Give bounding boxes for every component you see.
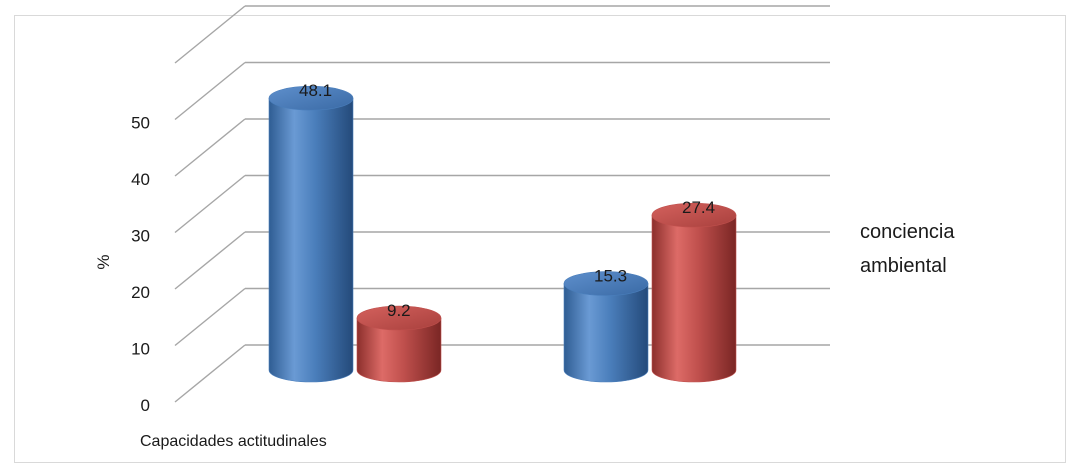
y-axis-ticks: 0 10 20 30 40 50 <box>131 114 150 416</box>
bar-1-1 <box>651 202 737 383</box>
bar-1-0 <box>356 305 442 383</box>
y-tick-label: 20 <box>131 283 150 302</box>
bar-0-1 <box>563 271 649 383</box>
data-label-0-0: 48.1 <box>299 81 332 100</box>
data-labels: 48.1 9.2 15.3 27.4 <box>299 81 715 320</box>
y-tick-label: 40 <box>131 170 150 189</box>
y-tick-label: 30 <box>131 227 150 246</box>
gridline-side <box>174 174 246 234</box>
y-axis-label: % <box>94 254 113 269</box>
category-label-0: Capacidades actitudinales <box>140 433 327 450</box>
gridline-side <box>174 5 246 64</box>
y-tick-label: 0 <box>141 396 150 415</box>
y-tick-label: 50 <box>131 114 150 133</box>
data-label-1-0: 9.2 <box>387 301 411 320</box>
gridline-side <box>174 61 246 121</box>
gridline-side <box>174 287 246 347</box>
legend-line-1: conciencia <box>860 221 955 243</box>
legend-line-2: ambiental <box>860 255 947 277</box>
bars <box>268 85 737 383</box>
gridline-side <box>174 344 246 403</box>
chart-frame <box>14 15 1066 463</box>
bar-0-0 <box>268 85 354 383</box>
data-label-0-1: 15.3 <box>594 267 627 286</box>
data-label-1-1: 27.4 <box>682 198 715 217</box>
gridline-side <box>174 118 246 177</box>
gridline-side <box>174 231 246 290</box>
y-tick-label: 10 <box>131 340 150 359</box>
